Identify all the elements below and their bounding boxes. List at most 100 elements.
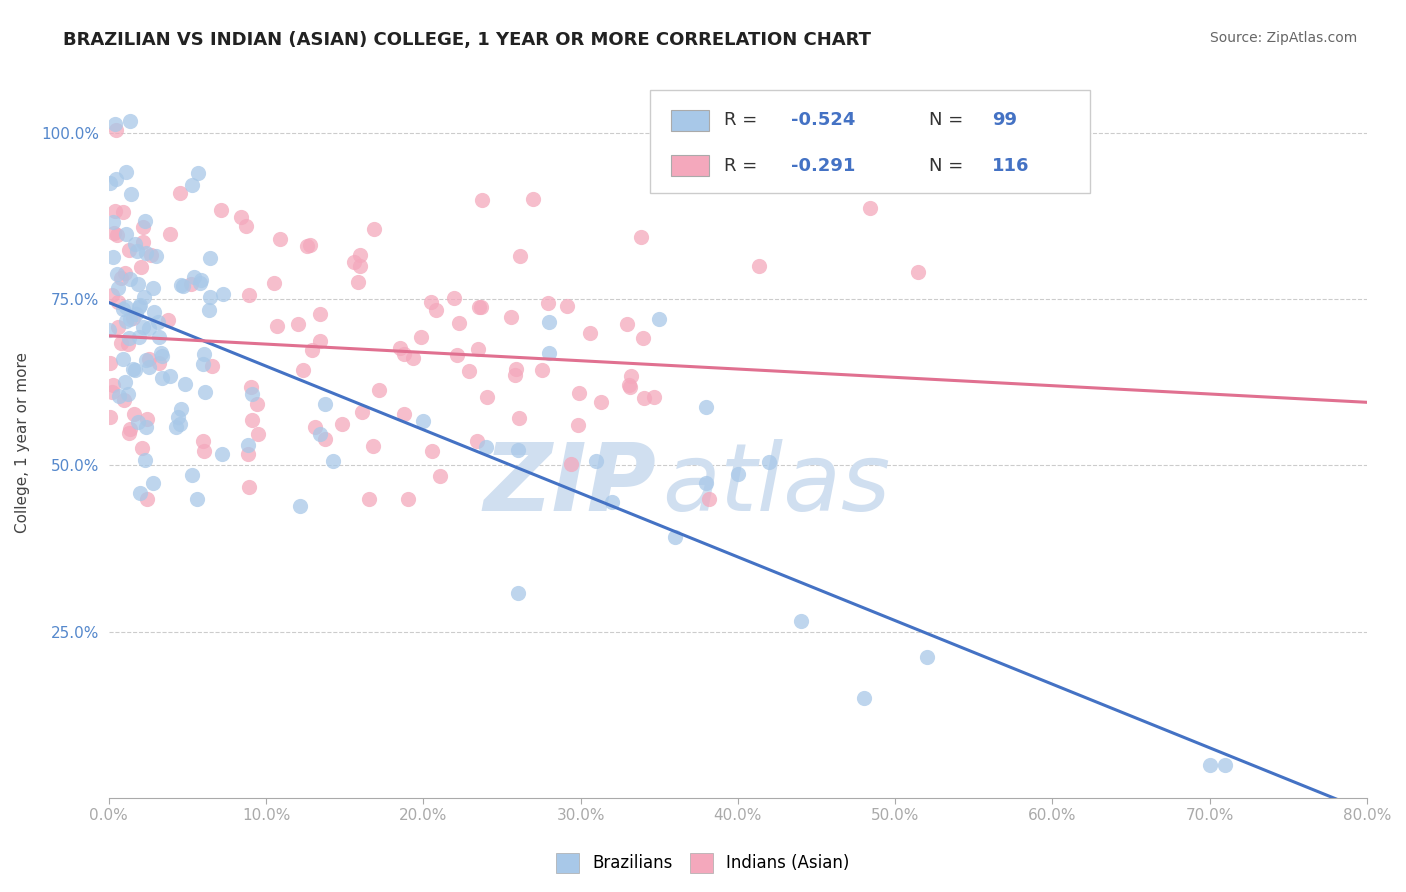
Point: [142, 280, 165, 294]
Point: [263, 276, 285, 290]
Point: [389, 341, 412, 355]
Text: atlas: atlas: [662, 440, 890, 531]
Point: [758, 455, 780, 469]
Text: R =: R =: [724, 156, 763, 175]
Point: [236, 447, 259, 461]
Point: [198, 290, 221, 304]
Point: [193, 357, 215, 371]
Point: [304, 420, 326, 434]
Point: [600, 494, 623, 508]
Point: [617, 378, 640, 392]
Point: [121, 310, 143, 325]
Point: [664, 530, 686, 544]
Point: [560, 457, 582, 471]
Point: [135, 420, 157, 434]
Point: [134, 453, 156, 467]
Point: [239, 380, 262, 394]
FancyBboxPatch shape: [671, 155, 709, 177]
Text: BRAZILIAN VS INDIAN (ASIAN) COLLEGE, 1 YEAR OR MORE CORRELATION CHART: BRAZILIAN VS INDIAN (ASIAN) COLLEGE, 1 Y…: [63, 31, 872, 49]
Point: [104, 117, 127, 131]
Point: [531, 363, 554, 377]
Point: [98, 356, 121, 370]
Text: N =: N =: [929, 156, 969, 175]
Point: [568, 386, 591, 401]
Point: [148, 329, 170, 343]
Point: [467, 342, 489, 356]
Point: [349, 248, 371, 262]
Point: [349, 259, 371, 273]
Point: [246, 397, 269, 411]
Point: [506, 442, 529, 457]
Point: [134, 214, 156, 228]
Point: [101, 250, 124, 264]
Point: [852, 690, 875, 705]
Point: [200, 251, 222, 265]
Point: [170, 402, 193, 417]
Point: [246, 427, 269, 442]
Point: [505, 362, 527, 376]
Point: [138, 352, 160, 367]
Point: [114, 165, 136, 179]
Point: [269, 232, 291, 246]
Point: [148, 315, 170, 329]
Point: [132, 220, 155, 235]
Point: [117, 336, 139, 351]
Point: [142, 475, 165, 490]
Point: [425, 302, 447, 317]
Point: [98, 410, 121, 425]
Point: [187, 166, 209, 180]
Point: [238, 480, 260, 494]
Point: [361, 439, 384, 453]
Point: [157, 313, 180, 327]
Point: [240, 413, 263, 427]
Text: 116: 116: [993, 156, 1029, 175]
Point: [537, 296, 560, 310]
Point: [139, 247, 162, 261]
Point: [169, 417, 191, 431]
Point: [915, 650, 938, 665]
Point: [98, 323, 121, 337]
Point: [748, 259, 770, 273]
Point: [501, 310, 523, 324]
Point: [211, 447, 233, 461]
Point: [128, 300, 150, 314]
Point: [695, 476, 717, 491]
Point: [697, 491, 720, 506]
Point: [229, 210, 252, 224]
Point: [579, 326, 602, 341]
Point: [591, 395, 613, 409]
Point: [295, 239, 318, 253]
FancyBboxPatch shape: [650, 90, 1090, 193]
Point: [118, 422, 141, 436]
Point: [114, 376, 136, 390]
Point: [112, 302, 135, 317]
Point: [120, 311, 142, 326]
Point: [129, 260, 152, 275]
Point: [443, 291, 465, 305]
Point: [392, 407, 415, 421]
Point: [235, 219, 257, 233]
Point: [633, 392, 655, 406]
Point: [299, 237, 322, 252]
Point: [129, 298, 152, 312]
Text: 99: 99: [993, 112, 1017, 129]
Point: [107, 320, 129, 334]
Point: [359, 491, 381, 506]
Point: [620, 369, 643, 384]
Point: [183, 270, 205, 285]
Point: [159, 227, 181, 241]
Point: [446, 348, 468, 362]
Point: [1198, 757, 1220, 772]
Point: [105, 227, 128, 242]
Point: [114, 266, 136, 280]
Point: [150, 349, 173, 363]
Point: [308, 426, 330, 441]
Point: [308, 334, 330, 349]
Point: [409, 329, 432, 343]
Point: [101, 385, 124, 400]
Point: [110, 335, 132, 350]
Point: [159, 368, 181, 383]
Point: [112, 392, 135, 407]
Point: [567, 417, 589, 432]
Point: [648, 312, 671, 326]
